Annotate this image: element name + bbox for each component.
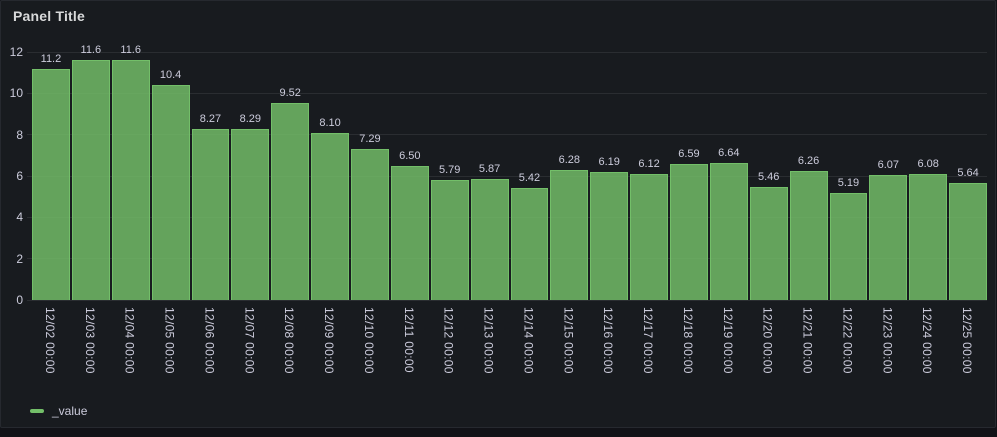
bar[interactable]: [949, 183, 987, 300]
legend-series-label[interactable]: _value: [52, 404, 88, 418]
bar-value-label: 8.27: [199, 113, 222, 126]
x-axis-label: 12/07 00:00: [242, 307, 257, 374]
x-axis-label: 12/22 00:00: [840, 307, 855, 374]
bar-value-label: 5.42: [518, 171, 541, 184]
bar[interactable]: [709, 162, 748, 300]
bar[interactable]: [789, 170, 828, 300]
x-axis-label: 12/08 00:00: [282, 307, 297, 374]
bar-value-label: 5.79: [438, 164, 461, 177]
bar[interactable]: [869, 174, 908, 300]
x-axis-label: 12/14 00:00: [521, 307, 536, 374]
x-axis-label: 12/23 00:00: [880, 307, 895, 374]
bar[interactable]: [351, 149, 389, 300]
y-axis-tick-label: 8: [16, 127, 23, 142]
bar-value-label: 6.07: [877, 158, 900, 171]
chart-plot-area[interactable]: 0 2 4 6 8 10 12 11.2 12/02 00:00 11.6 12/03 00:00 1…: [1, 1, 995, 427]
gridline: [27, 51, 987, 53]
bar-value-label: 11.6: [80, 44, 102, 57]
panel-title[interactable]: Panel Title: [13, 8, 85, 24]
bar-value-label: 5.19: [837, 176, 860, 189]
bar[interactable]: [749, 187, 788, 300]
bar-value-label: 6.19: [598, 156, 620, 169]
bar-value-label: 11.6: [120, 44, 141, 57]
x-axis-label: 12/02 00:00: [42, 307, 57, 374]
y-axis-tick-label: 6: [16, 169, 23, 183]
y-axis-tick-label: 12: [9, 45, 23, 59]
bar[interactable]: [470, 178, 509, 300]
bar[interactable]: [311, 132, 349, 300]
bar-value-label: 5.87: [478, 162, 501, 175]
bar-value-label: 8.29: [239, 112, 262, 125]
legend-series-swatch-icon: [30, 409, 44, 413]
bar-value-label: 5.64: [957, 167, 979, 180]
bar[interactable]: [271, 103, 310, 300]
bar-value-label: 10.4: [159, 69, 182, 82]
x-axis-label: 12/04 00:00: [122, 307, 137, 374]
x-axis-label: 12/11 00:00: [401, 307, 416, 373]
bar-value-label: 6.26: [797, 154, 820, 167]
bar-value-label: 6.28: [558, 154, 581, 167]
bar-value-label: 8.10: [319, 116, 341, 129]
bar[interactable]: [909, 174, 948, 300]
x-axis-label: 12/16 00:00: [601, 307, 616, 374]
x-axis-label: 12/17 00:00: [641, 307, 656, 374]
bar-value-label: 11.2: [40, 52, 62, 65]
bar-value-label: 6.59: [678, 147, 700, 160]
bar[interactable]: [191, 129, 230, 300]
gridline: [27, 175, 987, 177]
gridline: [27, 134, 987, 136]
bar[interactable]: [670, 163, 708, 300]
bar-value-label: 5.46: [757, 171, 780, 184]
x-axis-label: 12/12 00:00: [441, 307, 456, 374]
x-axis-label: 12/24 00:00: [920, 307, 935, 374]
bar-value-label: 6.12: [638, 157, 660, 170]
x-axis-label: 12/13 00:00: [481, 307, 496, 374]
x-axis-label: 12/03 00:00: [82, 307, 97, 374]
x-axis-label: 12/05 00:00: [162, 307, 177, 374]
bar[interactable]: [151, 85, 190, 300]
gridline: [27, 299, 987, 301]
bar[interactable]: [390, 165, 429, 300]
x-axis-label: 12/10 00:00: [361, 307, 376, 374]
bar-value-label: 6.08: [917, 158, 939, 171]
y-axis-tick-label: 0: [16, 293, 23, 307]
x-axis-label: 12/20 00:00: [760, 307, 775, 374]
bar[interactable]: [111, 60, 150, 300]
legend: _value: [30, 404, 87, 418]
gridline: [27, 92, 987, 94]
bar[interactable]: [590, 172, 629, 300]
x-axis-label: 12/15 00:00: [561, 307, 576, 374]
bar[interactable]: [71, 60, 110, 300]
bar[interactable]: [550, 170, 589, 300]
bar-value-label: 7.29: [359, 133, 381, 146]
bar[interactable]: [231, 128, 270, 300]
x-axis-label: 12/06 00:00: [202, 307, 217, 374]
x-axis-label: 12/09 00:00: [322, 307, 337, 374]
bar[interactable]: [829, 192, 868, 300]
x-axis-label: 12/25 00:00: [960, 307, 975, 374]
grafana-panel: Panel Title 0 2 4 6 8 10 12 11.2 12/02 00:00 11.6…: [0, 0, 996, 428]
x-axis-label: 12/18 00:00: [680, 307, 695, 374]
y-axis-tick-label: 10: [9, 86, 23, 101]
y-axis-tick-label: 2: [16, 251, 23, 266]
x-axis-label: 12/19 00:00: [720, 307, 735, 374]
bar[interactable]: [630, 173, 668, 300]
bar[interactable]: [510, 187, 549, 300]
bar-value-label: 6.64: [718, 146, 740, 159]
bar[interactable]: [430, 180, 469, 300]
x-axis-label: 12/21 00:00: [800, 307, 815, 374]
y-axis-tick-label: 4: [16, 210, 23, 225]
bar[interactable]: [32, 68, 70, 300]
bar-value-label: 6.50: [399, 149, 421, 162]
bar-value-label: 9.52: [279, 87, 301, 100]
